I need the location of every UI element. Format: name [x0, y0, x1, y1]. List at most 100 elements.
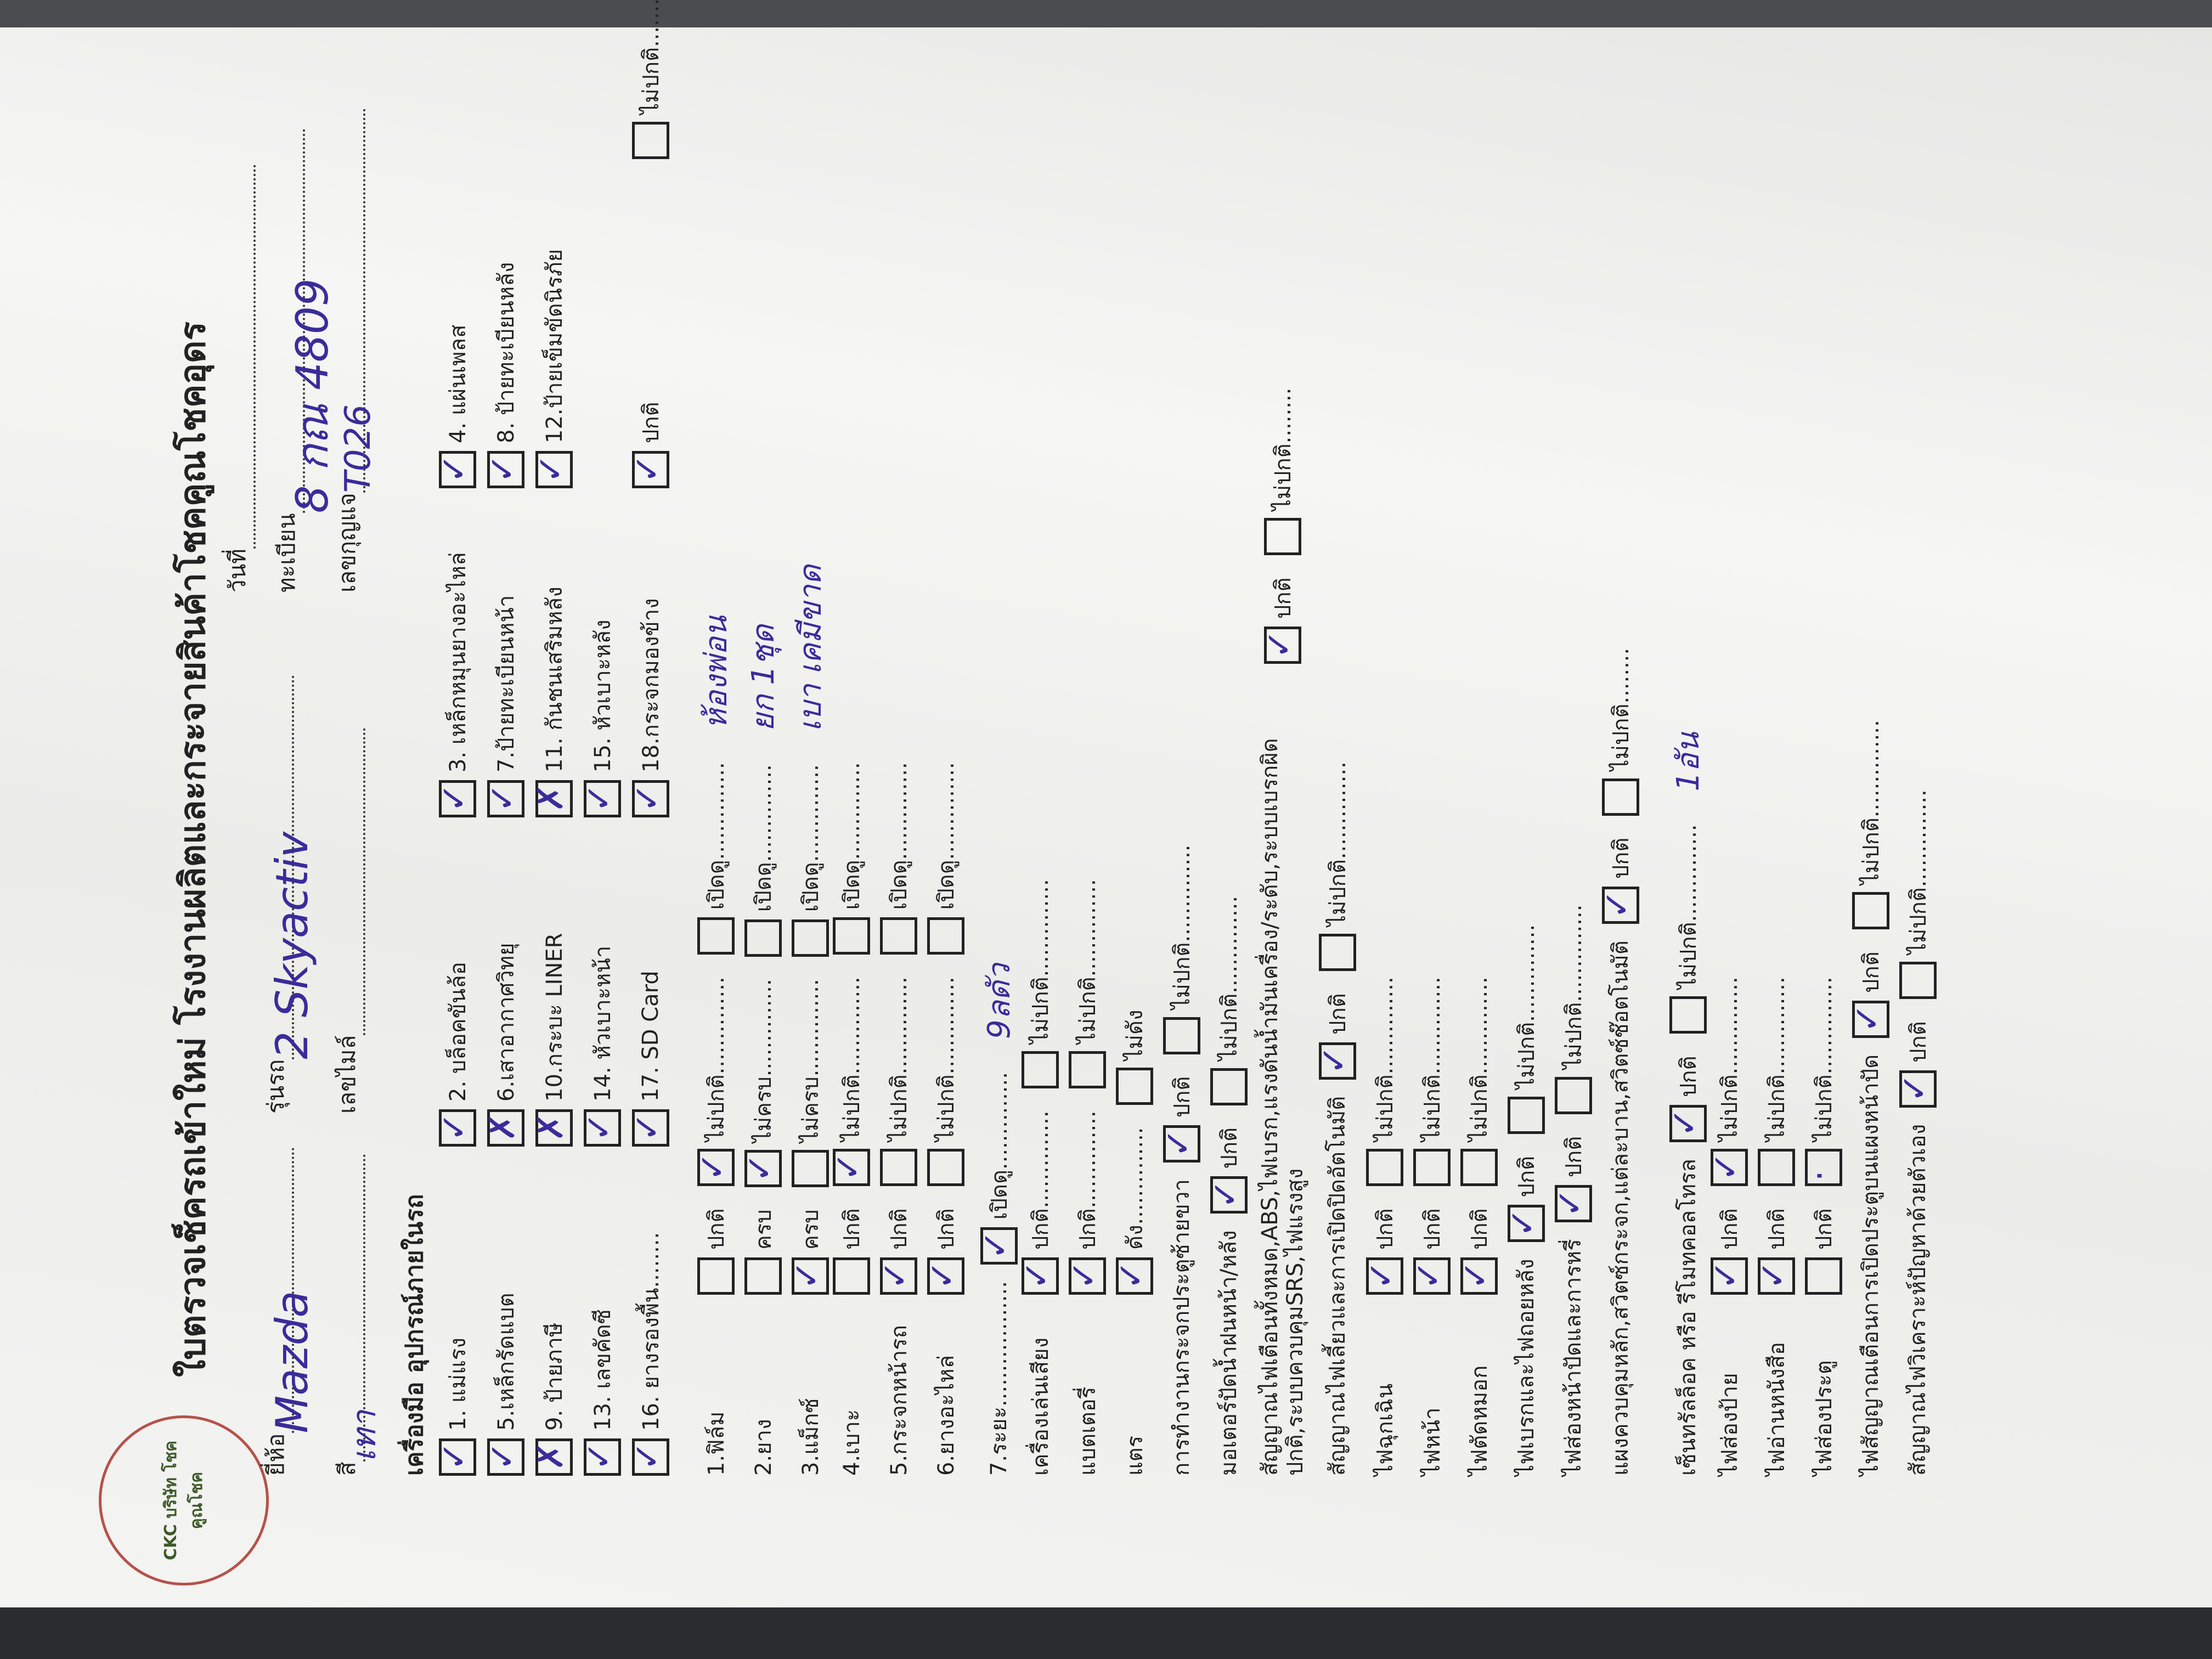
checkbox-item[interactable]: ไม่ปกติ.............. — [1555, 905, 1592, 1114]
checkbox-item[interactable]: ไม่ปกติ........ — [1264, 388, 1301, 556]
checkbox-item[interactable]: ไม่ปกติ.............. — [927, 977, 964, 1187]
checkbox[interactable]: ✓ — [1664, 1105, 1707, 1143]
checkbox-item[interactable]: ✓ ปกติ — [1361, 1208, 1403, 1295]
checkbox[interactable]: ✓ — [1706, 1149, 1748, 1187]
checkbox[interactable]: ✓ — [1753, 1257, 1795, 1295]
checkbox-item[interactable]: ไม่ปกติ.............. — [1319, 761, 1356, 972]
checkbox[interactable]: ✓ — [1361, 1257, 1403, 1295]
checkbox[interactable]: ✗ — [482, 1109, 524, 1147]
checkbox-item[interactable]: ✓ ปกติ — [1259, 577, 1301, 664]
checkbox-item[interactable]: ✓ ปกติ — [1408, 1208, 1451, 1295]
checkbox-item[interactable]: เปิดดู.............. — [697, 762, 735, 955]
checkbox-item[interactable]: ✓ ปกติ — [1894, 1021, 1937, 1108]
checkbox[interactable]: ✗ — [531, 1438, 573, 1476]
checkbox-item[interactable]: ✓ 3. เหล็กหมุนยางอะไหล่ — [434, 510, 476, 817]
checkbox-item[interactable]: ไม่ปกติ.............. — [1669, 824, 1707, 1034]
checkbox-item[interactable]: ✓ ปกติ — [1503, 1156, 1545, 1243]
checkbox[interactable]: ✓ — [482, 1438, 524, 1476]
checkbox-item[interactable]: ✓ 8. ป้ายทะเบียนหลัง — [482, 181, 524, 488]
checkbox[interactable]: ✓ — [975, 1227, 1018, 1265]
checkbox[interactable]: ✓ — [1111, 1257, 1153, 1295]
checkbox-item[interactable]: ไม่ปกติ.............. — [880, 977, 917, 1187]
checkbox[interactable]: ✓ — [579, 1109, 621, 1147]
checkbox[interactable]: ✓ — [627, 780, 669, 817]
checkbox-item[interactable]: เปิดดู.............. — [880, 762, 917, 955]
checkbox-item[interactable]: ไม่ปกติ.............. — [1899, 789, 1937, 1000]
checkbox-item[interactable]: ไม่ปกติ.............. — [1758, 977, 1795, 1187]
checkbox[interactable]: ✓ — [579, 780, 621, 817]
checkbox-item[interactable]: ไม่ดัง — [1116, 1009, 1153, 1105]
checkbox-item[interactable]: ✗ 9. ป้ายภาษี — [531, 1169, 573, 1476]
checkbox-item[interactable]: ✓ ปกติ — [1550, 1136, 1592, 1223]
checkbox[interactable]: ✓ — [1205, 1176, 1248, 1214]
checkbox-item[interactable]: ✓ 5.เหล็กรัดแบต — [482, 1169, 524, 1476]
checkbox[interactable]: ✓ — [787, 1257, 829, 1295]
checkbox[interactable] — [1602, 778, 1639, 816]
checkbox-item[interactable]: ปกติ — [1805, 1208, 1842, 1295]
checkbox[interactable] — [1210, 1068, 1248, 1105]
checkbox[interactable] — [927, 1149, 964, 1187]
checkbox-item[interactable]: ไม่ปกติ.............. — [1069, 879, 1106, 1089]
checkbox-item[interactable]: ✓ ปกติ — [627, 181, 669, 488]
checkbox[interactable] — [1508, 1096, 1545, 1134]
color-field[interactable]: สีเทา — [329, 1154, 383, 1476]
checkbox[interactable]: ✓ — [627, 1109, 669, 1147]
checkbox[interactable]: ✓ — [482, 780, 524, 817]
checkbox[interactable]: ✓ — [482, 451, 524, 488]
date-field[interactable]: วันที่ — [219, 165, 256, 592]
checkbox[interactable] — [697, 917, 735, 955]
checkbox-item[interactable]: ✓ 4. แผ่นเพลส — [434, 181, 476, 488]
checkbox[interactable]: ✓ — [1158, 1125, 1200, 1163]
checkbox-item[interactable]: ✓ 15. หัวเบาะหลัง — [579, 510, 621, 817]
checkbox-item[interactable]: ไม่ปกติ.............. — [1163, 845, 1200, 1054]
checkbox-item[interactable]: ✓ ปกติ — [1664, 1056, 1707, 1143]
checkbox[interactable]: ✓ — [434, 1109, 476, 1147]
checkbox[interactable]: ✓ — [1847, 1000, 1889, 1038]
checkbox-item[interactable]: ✓ 1. แม่แรง — [434, 1169, 476, 1476]
checkbox[interactable] — [1758, 1149, 1795, 1187]
checkbox-item[interactable]: ไม่ปกติ.............. — [1366, 977, 1403, 1187]
checkbox-item[interactable]: ✗ 6.เสาอากาศวิทยุ — [482, 839, 524, 1147]
checkbox[interactable]: ✓ — [434, 780, 476, 817]
checkbox[interactable]: ✓ — [1597, 887, 1639, 924]
checkbox[interactable] — [1022, 1051, 1059, 1089]
checkbox-item[interactable]: ไม่ปกติ........ — [1602, 648, 1639, 816]
checkbox-item[interactable]: · ไม่ปกติ.............. — [1800, 977, 1842, 1187]
checkbox[interactable]: ✓ — [1259, 627, 1301, 664]
checkbox[interactable]: ✓ — [1408, 1257, 1451, 1295]
checkbox[interactable] — [791, 1150, 829, 1188]
checkbox[interactable]: ✓ — [1064, 1257, 1106, 1295]
checkbox[interactable]: ✓ — [627, 451, 669, 488]
checkbox[interactable] — [833, 917, 870, 955]
checkbox[interactable]: ✓ — [875, 1257, 917, 1295]
checkbox-item[interactable]: ✓ ไม่ปกติ.............. — [692, 977, 735, 1187]
checkbox-item[interactable]: ✓ 13. เลขคัดซี — [579, 1169, 621, 1476]
checkbox-item[interactable]: ✗ 10.กระบะ LINER — [531, 839, 573, 1147]
checkbox[interactable] — [880, 917, 917, 955]
checkbox-item[interactable]: ครบ — [744, 1209, 782, 1295]
checkbox-item[interactable]: ไม่ครบ.............. — [791, 979, 829, 1188]
checkbox[interactable]: ✓ — [922, 1257, 964, 1295]
checkbox[interactable] — [697, 1257, 735, 1295]
checkbox[interactable] — [744, 919, 782, 957]
checkbox-item[interactable]: ✓ ปกติ.............. — [1064, 1110, 1106, 1295]
checkbox[interactable]: ✓ — [434, 1438, 476, 1476]
checkbox[interactable]: ✓ — [434, 451, 476, 488]
checkbox[interactable] — [1899, 962, 1937, 1000]
key-field[interactable]: เลขกุญแจT026 — [329, 109, 379, 592]
checkbox[interactable] — [1460, 1149, 1498, 1187]
checkbox[interactable]: ✓ — [627, 1438, 669, 1476]
checkbox[interactable]: ✓ — [1017, 1257, 1059, 1295]
checkbox-item[interactable]: ✓ ดัง.............. — [1111, 1127, 1153, 1295]
checkbox-item[interactable]: ✓ 2. บล็อคขันล้อ — [434, 839, 476, 1147]
checkbox[interactable]: ✓ — [1503, 1205, 1545, 1243]
checkbox-item[interactable]: ✓ 14. หัวเบาะหน้า — [579, 839, 621, 1147]
checkbox[interactable]: ✓ — [1550, 1185, 1592, 1223]
checkbox[interactable]: ✓ — [1706, 1257, 1748, 1295]
checkbox-item[interactable]: ✓ ปกติ — [875, 1208, 917, 1295]
checkbox-item[interactable]: ไม่ปกติ.............. — [1460, 977, 1498, 1187]
checkbox-item[interactable]: ไม่ปกติ.............. — [1413, 977, 1451, 1187]
plate-field[interactable]: ทะเบียน8 กณ 4809 — [269, 129, 338, 592]
checkbox-item[interactable]: เปิดดู.............. — [791, 764, 829, 957]
checkbox-item[interactable]: เปิดดู.............. — [744, 764, 782, 957]
